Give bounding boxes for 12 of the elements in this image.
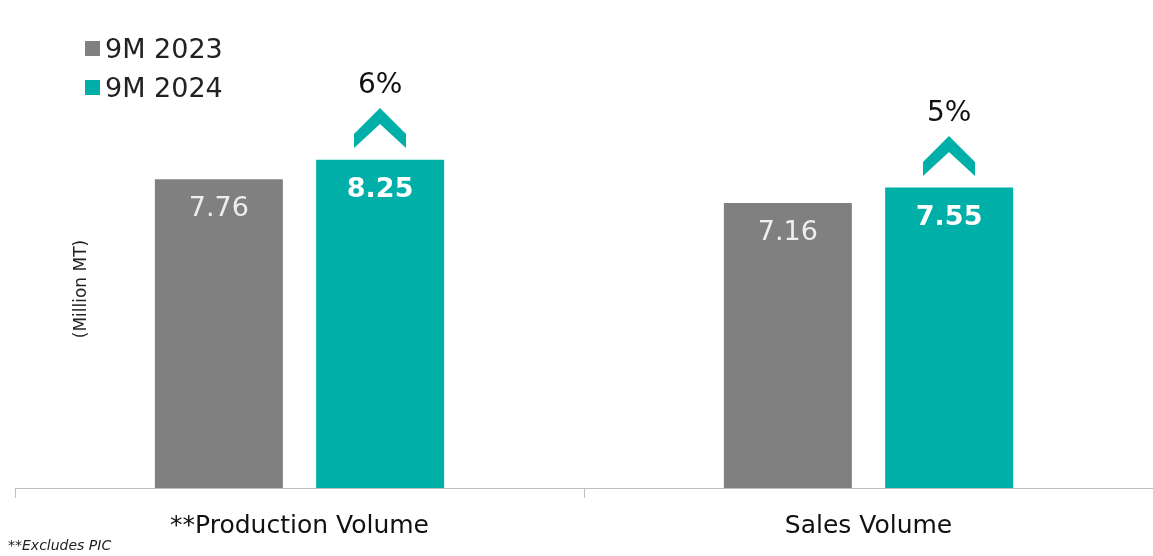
text: **Excludes PIC — [8, 537, 112, 553]
legend-label: 9M 2024 — [105, 72, 223, 103]
data-label: 7.76 — [188, 191, 249, 223]
text: 5% — [925, 94, 973, 128]
x-tick-label: Sales Volume — [784, 510, 953, 539]
text: 6% — [356, 66, 404, 100]
data-label: 8.25 — [346, 171, 414, 203]
legend-label: 9M 2023 — [105, 33, 223, 64]
y-axis-title: (Million MT) — [69, 239, 90, 339]
x-tick-label: **Production Volume — [170, 510, 429, 539]
data-label: 7.16 — [757, 215, 818, 247]
data-label: 7.55 — [915, 199, 983, 231]
